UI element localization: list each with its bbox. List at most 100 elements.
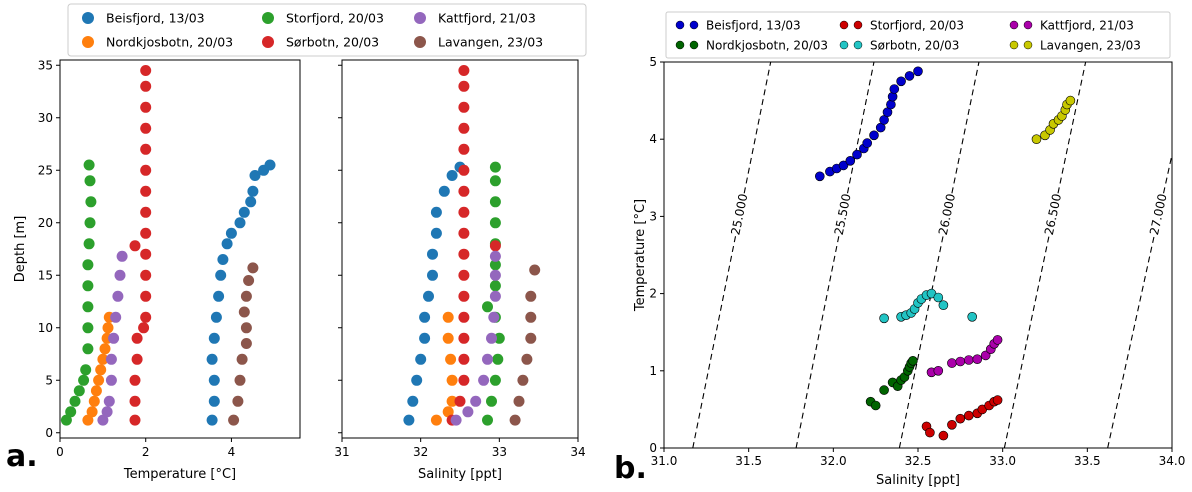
data-point [208, 395, 220, 407]
x-tick-label: 2 [142, 445, 150, 459]
data-point [482, 414, 493, 426]
data-point [430, 414, 442, 426]
x-tick-label: 32.0 [820, 454, 847, 468]
data-point [427, 248, 438, 260]
data-point [446, 395, 458, 407]
series-lavangen-23-03 [228, 262, 259, 426]
x-tick-label: 33 [492, 445, 507, 459]
data-point [933, 292, 944, 303]
data-point [482, 301, 493, 313]
data-point [525, 311, 537, 323]
data-point [458, 269, 470, 281]
data-point [234, 374, 246, 386]
panel-a-salinity: 31 32 33 34 Salinity [ppt] [334, 64, 586, 482]
data-point [240, 322, 252, 334]
data-point [963, 355, 974, 365]
series-s-rbotn-20-03 [129, 65, 152, 426]
data-point [131, 332, 143, 344]
series-storfjord-20-03 [921, 395, 1003, 441]
data-point [442, 332, 454, 344]
data-point [889, 84, 900, 94]
x-tick-label: 31.0 [651, 454, 678, 468]
data-point [140, 185, 152, 197]
data-point [245, 196, 257, 208]
data-point [879, 313, 889, 324]
data-point [82, 280, 94, 292]
isopycnal-line [1162, 152, 1172, 194]
data-point [458, 101, 470, 113]
data-point [862, 138, 873, 148]
legend-label: Sørbotn, 20/03 [870, 39, 959, 53]
isopycnal-line [1003, 235, 1050, 448]
panel-label-b: b. [614, 451, 647, 486]
data-point [489, 250, 501, 262]
isopycnal-line [1107, 235, 1155, 448]
data-point [955, 356, 966, 367]
isopycnals [692, 62, 1172, 448]
data-point [225, 227, 237, 239]
plot-frame-temperature [59, 59, 301, 439]
data-point [1031, 134, 1042, 144]
data-point [101, 406, 113, 418]
series-kattfjord-21-03 [926, 335, 1003, 378]
data-point [264, 159, 276, 171]
data-point [430, 227, 442, 239]
x-axis-label: Salinity [ppt] [418, 467, 502, 482]
legend-marker [853, 20, 863, 30]
x-tick-label: 31 [334, 445, 349, 459]
legend-marker [839, 20, 849, 30]
data-point [116, 250, 128, 262]
data-point [462, 406, 474, 418]
data-point [525, 332, 537, 344]
legend-label: Beisfjord, 13/03 [106, 11, 205, 26]
data-point [972, 354, 983, 365]
data-point [228, 414, 240, 426]
legend-frame [67, 3, 587, 57]
data-point [82, 301, 94, 313]
data-point [458, 80, 470, 92]
data-point [489, 196, 501, 208]
data-point [131, 353, 143, 365]
data-point [489, 259, 501, 271]
y-tick-label: 10 [38, 321, 53, 335]
data-point [85, 196, 97, 208]
data-point [83, 238, 95, 250]
data-point [509, 414, 521, 426]
data-point [103, 395, 115, 407]
data-point [221, 238, 233, 250]
data-point [112, 290, 124, 302]
series-s-rbotn-20-03 [879, 288, 978, 324]
data-point [486, 332, 497, 344]
legend-marker [82, 12, 94, 24]
data-point [208, 332, 220, 344]
isopycnal-line [743, 62, 772, 194]
x-tick-label: 32 [413, 445, 428, 459]
data-point [129, 240, 141, 252]
data-point [427, 269, 438, 281]
legend-marker [1023, 40, 1033, 50]
data-point [73, 385, 85, 397]
data-point [938, 430, 949, 441]
data-point [992, 395, 1003, 405]
data-point [114, 269, 126, 281]
series-kattfjord-21-03 [450, 250, 501, 426]
legend-label: Kattfjord, 21/03 [1040, 19, 1134, 33]
data-point [105, 374, 117, 386]
data-point [208, 374, 220, 386]
legend-label: Sørbotn, 20/03 [286, 35, 379, 50]
data-point [236, 353, 248, 365]
isopycnal-line [795, 235, 840, 448]
y-tick-label: 1 [649, 364, 657, 378]
data-point [80, 364, 92, 376]
x-axis-label: Salinity [ppt] [876, 473, 960, 488]
data-point [82, 322, 94, 334]
isopycnal-label: 26.000 [936, 192, 958, 236]
series-beisfjord-13-03 [814, 66, 923, 182]
data-point [489, 175, 501, 187]
data-point [140, 269, 152, 281]
x-tick-label: 33.0 [989, 454, 1016, 468]
data-point [869, 130, 879, 141]
x-tick-label: 4 [228, 445, 236, 459]
data-point [458, 185, 470, 197]
legend-label: Nordkjosbotn, 20/03 [106, 35, 233, 50]
